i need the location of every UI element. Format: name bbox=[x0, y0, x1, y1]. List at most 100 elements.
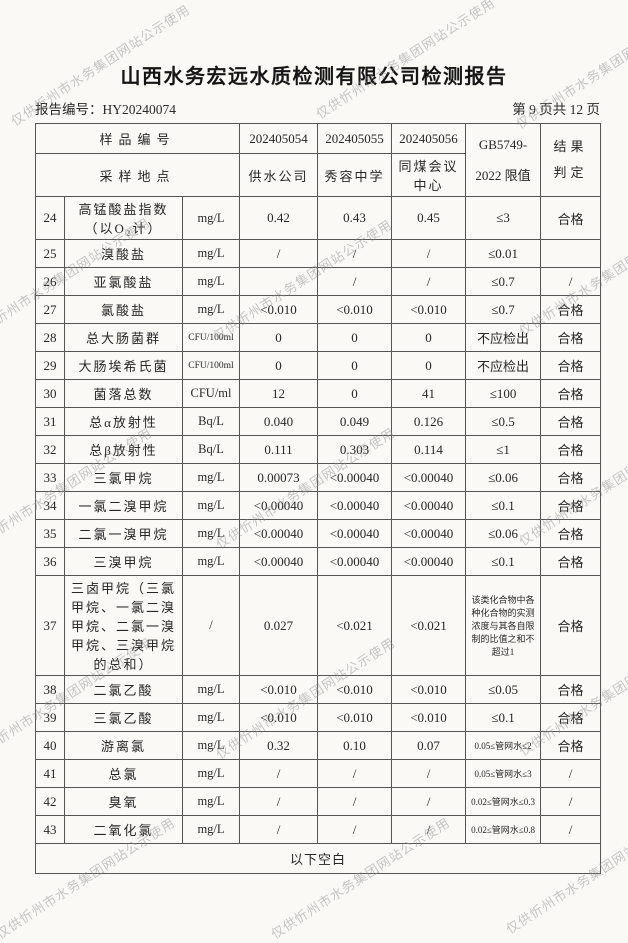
sample1-value-cell: / bbox=[239, 787, 319, 816]
sample3-value-cell: / bbox=[391, 267, 467, 296]
limit-cell: ≤0.7 bbox=[465, 267, 542, 296]
table-row: 28 总大肠菌群 CFU/100ml 0 0 0 不应检出 合格 bbox=[35, 323, 602, 352]
row-index-cell: 29 bbox=[35, 351, 65, 380]
unit-cell: mg/L bbox=[181, 703, 241, 732]
sample1-value-cell: <0.00040 bbox=[239, 519, 319, 548]
sample2-value-cell: 0.10 bbox=[317, 731, 393, 760]
location-1: 供水公司 bbox=[239, 153, 319, 197]
limit-cell: ≤0.01 bbox=[465, 239, 542, 268]
result-cell bbox=[540, 239, 602, 268]
result-column-header: 结果 判定 bbox=[540, 123, 602, 197]
unit-cell: Bq/L bbox=[181, 407, 241, 436]
unit-cell: CFU/100ml bbox=[181, 351, 241, 380]
table-row: 26 亚氯酸盐 mg/L / / ≤0.7 / bbox=[35, 267, 602, 296]
row-index-cell: 37 bbox=[35, 575, 65, 676]
limit-cell: 0.05≤管网水≤2 bbox=[465, 731, 542, 760]
unit-cell: / bbox=[181, 575, 241, 676]
sample3-value-cell: <0.00040 bbox=[391, 519, 467, 548]
limit-cell: ≤1 bbox=[465, 435, 542, 464]
sample3-value-cell: 41 bbox=[391, 379, 467, 408]
result-cell: 合格 bbox=[540, 731, 602, 760]
parameter-name-cell: 总β放射性 bbox=[64, 435, 183, 464]
sample2-value-cell: 0 bbox=[317, 379, 393, 408]
sample3-value-cell: <0.010 bbox=[391, 703, 467, 732]
sample3-value-cell: / bbox=[391, 759, 467, 788]
limit-cell: ≤0.1 bbox=[465, 491, 542, 520]
sample3-value-cell: 0.126 bbox=[391, 407, 467, 436]
sample2-value-cell: <0.021 bbox=[317, 575, 393, 676]
table-body: 24 高锰酸盐指数 （以O₂计） mg/L 0.42 0.43 0.45 ≤3 … bbox=[35, 196, 602, 844]
limit-cell: 0.02≤管网水≤0.8 bbox=[465, 815, 542, 844]
row-index-cell: 32 bbox=[35, 435, 65, 464]
below-blank-note: 以下空白 bbox=[34, 843, 602, 874]
sample1-value-cell: <0.00040 bbox=[239, 547, 319, 576]
sample1-value-cell: 0.00073 bbox=[239, 463, 319, 492]
sample-id-label: 样品编号 bbox=[34, 123, 241, 154]
sample3-value-cell: <0.010 bbox=[391, 295, 467, 324]
sample2-value-cell: 0 bbox=[317, 351, 393, 380]
sample1-value-cell: / bbox=[239, 239, 319, 268]
parameter-name-cell: 三氯乙酸 bbox=[64, 703, 183, 732]
table-row: 24 高锰酸盐指数 （以O₂计） mg/L 0.42 0.43 0.45 ≤3 … bbox=[35, 196, 602, 240]
sample3-value-cell: 0 bbox=[391, 323, 467, 352]
result-cell: / bbox=[540, 267, 602, 296]
sample3-value-cell: <0.010 bbox=[391, 675, 467, 704]
footer-row: 以下空白 bbox=[34, 843, 602, 874]
parameter-name-cell: 臭氧 bbox=[64, 787, 183, 816]
sample2-value-cell: / bbox=[317, 759, 393, 788]
table-row: 37 三卤甲烷（三氯甲烷、一氯二溴甲烷、二氯一溴甲烷、三溴甲烷的总和） / 0.… bbox=[35, 575, 602, 676]
table-row: 30 菌落总数 CFU/ml 12 0 41 ≤100 合格 bbox=[35, 379, 602, 408]
sample2-value-cell: / bbox=[317, 267, 393, 296]
sample2-value-cell: <0.00040 bbox=[317, 463, 393, 492]
sample1-value-cell: 0.040 bbox=[239, 407, 319, 436]
parameter-name-cell: 二氯一溴甲烷 bbox=[64, 519, 183, 548]
sample1-value-cell: / bbox=[239, 759, 319, 788]
parameter-name-cell: 三卤甲烷（三氯甲烷、一氯二溴甲烷、二氯一溴甲烷、三溴甲烷的总和） bbox=[64, 575, 183, 676]
unit-cell: mg/L bbox=[181, 295, 241, 324]
sample-id-3: 202405056 bbox=[391, 123, 467, 154]
result-cell: 合格 bbox=[540, 675, 602, 704]
sample2-value-cell: <0.00040 bbox=[317, 519, 393, 548]
result-cell: 合格 bbox=[540, 547, 602, 576]
sample3-value-cell: / bbox=[391, 815, 467, 844]
row-index-cell: 30 bbox=[35, 379, 65, 408]
row-index-cell: 24 bbox=[35, 196, 65, 240]
unit-cell: mg/L bbox=[181, 196, 241, 240]
row-index-cell: 42 bbox=[35, 787, 65, 816]
limit-cell: ≤0.05 bbox=[465, 675, 542, 704]
table-row: 36 三溴甲烷 mg/L <0.00040 <0.00040 <0.00040 … bbox=[35, 547, 602, 576]
parameter-name-cell: 亚氯酸盐 bbox=[64, 267, 183, 296]
unit-cell: mg/L bbox=[181, 731, 241, 760]
table-row: 31 总α放射性 Bq/L 0.040 0.049 0.126 ≤0.5 合格 bbox=[35, 407, 602, 436]
sample2-value-cell: <0.010 bbox=[317, 295, 393, 324]
sample-id-1: 202405054 bbox=[239, 123, 319, 154]
result-cell: 合格 bbox=[540, 295, 602, 324]
result-cell: / bbox=[540, 815, 602, 844]
sample1-value-cell: <0.010 bbox=[239, 295, 319, 324]
sample3-value-cell: / bbox=[391, 239, 467, 268]
header-row-sample-ids: 样品编号 202405054 202405055 202405056 GB574… bbox=[34, 123, 602, 197]
result-cell: 合格 bbox=[540, 575, 602, 676]
limit-cell: ≤3 bbox=[465, 196, 542, 240]
limit-cell: ≤0.06 bbox=[465, 519, 542, 548]
parameter-name-cell: 三氯甲烷 bbox=[64, 463, 183, 492]
limit-cell: ≤0.1 bbox=[465, 547, 542, 576]
limit-cell: 不应检出 bbox=[465, 323, 542, 352]
unit-cell: mg/L bbox=[181, 239, 241, 268]
sample1-value-cell: 0.027 bbox=[239, 575, 319, 676]
row-index-cell: 38 bbox=[35, 675, 65, 704]
table-row: 34 一氯二溴甲烷 mg/L <0.00040 <0.00040 <0.0004… bbox=[35, 491, 602, 520]
result-cell: 合格 bbox=[540, 196, 602, 240]
table-row: 40 游离氯 mg/L 0.32 0.10 0.07 0.05≤管网水≤2 合格 bbox=[35, 731, 602, 760]
sample2-value-cell: <0.00040 bbox=[317, 491, 393, 520]
report-meta: 报告编号：HY20240074 第 9 页共 12 页 bbox=[35, 98, 600, 118]
sample3-value-cell: 0.114 bbox=[391, 435, 467, 464]
row-index-cell: 36 bbox=[35, 547, 65, 576]
unit-cell: mg/L bbox=[181, 815, 241, 844]
row-index-cell: 34 bbox=[35, 491, 65, 520]
sample2-value-cell: 0 bbox=[317, 323, 393, 352]
sample1-value-cell: <0.010 bbox=[239, 703, 319, 732]
limit-cell: 不应检出 bbox=[465, 351, 542, 380]
sample2-value-cell: 0.049 bbox=[317, 407, 393, 436]
